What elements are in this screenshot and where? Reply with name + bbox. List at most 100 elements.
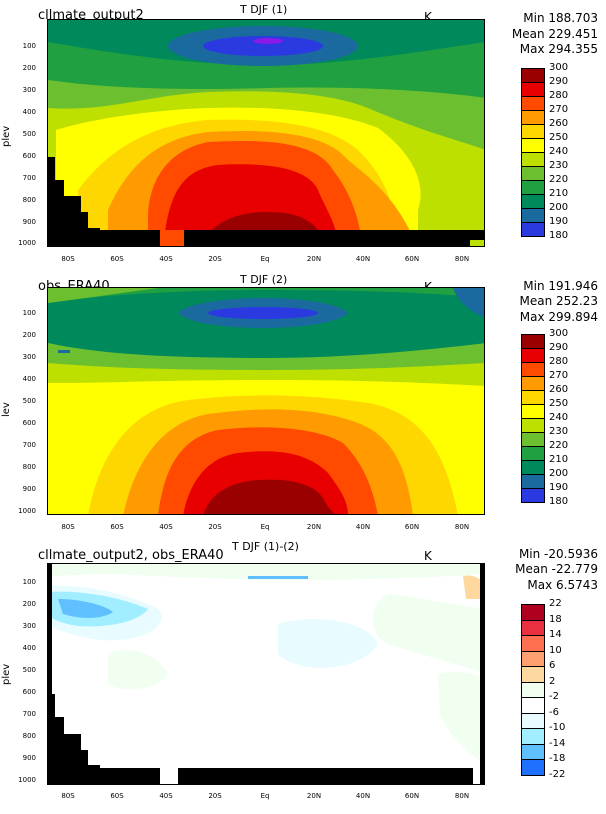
colorbar-label: 180 [549,230,569,241]
right-edge-mask [480,564,484,784]
colorbar-label: -10 [549,722,566,733]
contour-plot [47,287,485,515]
colorbar-swatch [521,697,545,714]
band-minus2 [278,619,378,668]
unit-label: K [424,10,432,24]
panel-title: T DJF (1)-(2) [232,540,299,553]
colorbar-label: 6 [549,660,556,671]
colorbar-label: 250 [549,132,569,143]
xtick: 80N [454,523,470,531]
small-patch [58,350,70,353]
xtick: 40N [355,792,371,800]
xtick: 60N [404,255,420,263]
ytick: 700 [22,710,36,718]
colorbar-label: 230 [549,160,569,171]
band-190 [208,307,318,319]
colorbar-label: 300 [549,62,569,73]
colorbar-label: 22 [549,598,562,609]
max-stat: Max 299.894 [519,310,598,324]
colorbar-label: 10 [549,644,562,656]
panel-2: obs_ERA40 T DJF (2) K Min 191.946 Mean 2… [0,270,606,540]
ytick: 300 [22,622,36,630]
ytick: 700 [22,441,36,449]
contour-plot [47,19,485,247]
contour-svg [48,288,484,514]
band-230 [48,288,158,303]
xtick: 20S [208,792,222,800]
ytick: 100 [22,309,36,317]
xtick: 60S [110,255,124,263]
band-minus10 [58,599,113,618]
colorbar-label: -2 [549,691,559,702]
colorbar-swatch [521,180,545,195]
colorbar-label: 240 [549,412,569,423]
colorbar-label: 14 [549,629,562,640]
colorbar-label: 18 [549,613,562,625]
colorbar-swatch [521,82,545,97]
colorbar-label: 210 [549,188,569,199]
colorbar-swatch [521,376,545,391]
colorbar-label: 190 [549,482,569,493]
ytick: 400 [22,108,36,116]
band-220 [48,288,484,303]
colorbar-swatch [521,681,545,698]
xtick: 40S [159,523,173,531]
colorbar-label: -14 [549,737,566,749]
colorbar-label: 290 [549,342,569,353]
colorbar-swatch [521,743,545,760]
band-210 [453,288,484,318]
colorbar-swatch [521,96,545,111]
colorbar-swatch [521,348,545,363]
xtick: 60N [404,523,420,531]
panel-3: cllmate_output2, obs_ERA40 T DJF (1)-(2)… [0,540,606,810]
colorbar-swatch [521,334,545,349]
colorbar-swatch [521,650,545,667]
band-300 [203,479,336,514]
ytick: 600 [22,688,36,696]
colorbar-label: -6 [549,706,559,718]
mean-stat: Mean -22.779 [515,562,598,576]
xtick: Eq [260,523,270,531]
colorbar-label: 260 [549,118,569,129]
panel-1: cllmate_output2 T DJF (1) K Min 188.703 … [0,0,606,270]
colorbar-label: 280 [549,356,569,367]
xtick: 40N [355,523,371,531]
xtick: Eq [260,255,270,263]
ytick: 500 [22,666,36,674]
min-stat: Min 191.946 [523,279,598,293]
xtick: 20N [306,792,322,800]
colorbar-label: -18 [549,753,566,764]
xtick: 20S [208,523,222,531]
contour-plot [47,563,485,785]
band-plus2 [48,564,484,580]
colorbar-swatch [521,166,545,181]
contour-svg [48,564,484,784]
ytick: 800 [22,196,36,204]
ytick: 200 [22,600,36,608]
band-plus2 [438,671,484,763]
xtick: 40S [159,255,173,263]
colorbar-swatch [521,712,545,729]
ytick: 500 [22,130,36,138]
colorbar-swatch [521,152,545,167]
colorbar-label: 200 [549,202,569,213]
xtick: 40N [355,255,371,263]
xtick: 80S [61,792,75,800]
colorbar-label: 190 [549,216,569,227]
terrain-mask [48,694,160,784]
xtick: 60N [404,792,420,800]
colorbar-label: 210 [549,454,569,465]
colorbar-swatch [521,110,545,125]
colorbar-label: 240 [549,146,569,157]
ytick: 600 [22,152,36,160]
xtick: 80N [454,255,470,263]
left-edge-mask [48,564,52,784]
xtick: 80S [61,255,75,263]
colorbar-swatch [521,488,545,503]
colorbar-swatch [521,208,545,223]
ytick: 300 [22,353,36,361]
colorbar-swatch [521,362,545,377]
terrain-mask [100,230,470,246]
xtick: 40S [159,792,173,800]
ytick: 100 [22,578,36,586]
